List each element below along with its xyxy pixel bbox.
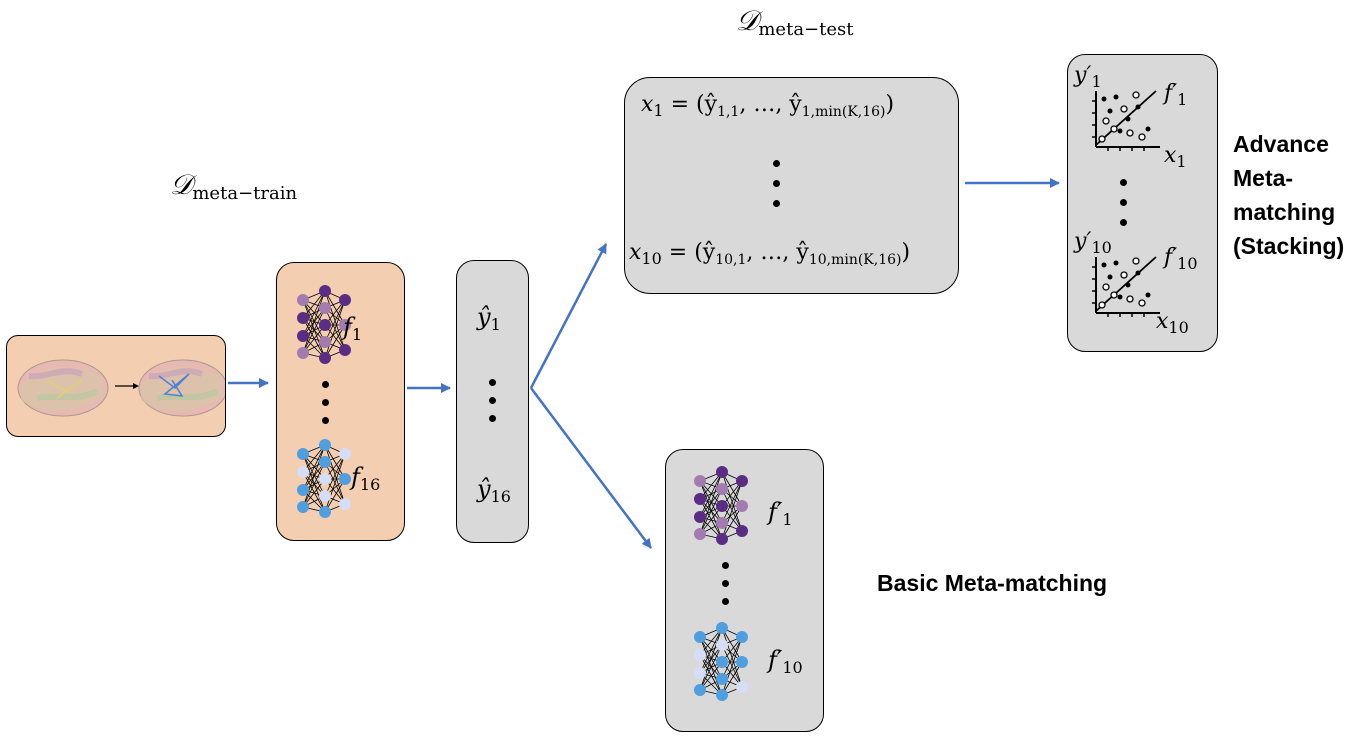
basic-f1-subscript: 1 [782,510,793,529]
ellipsis-dot [722,562,729,569]
brain-image [17,359,228,417]
stacking-y10-subscript: 10 [1091,238,1112,257]
ellipsis-dot [773,200,780,207]
stacking-x1-label: x1 [1164,143,1187,171]
ellipsis-dot [773,180,780,187]
meta-train-label: 𝒟meta−train [170,168,297,204]
brain-left-illustration [17,359,109,417]
feature-x10-rhs-subscript-first: 10,1 [715,252,747,268]
basic-meta-matching-box: f′1 f′10 [665,449,824,732]
basic-meta-matching-title: Basic Meta-matching [877,570,1108,596]
ellipsis-dot [722,580,729,587]
ellipsis-dot [1120,199,1127,206]
ellipsis-dot [489,379,496,386]
prediction-y1-base: ŷ [477,303,491,331]
prediction-y16-subscript: 16 [490,487,511,506]
network-icon-f1-prime [694,466,748,545]
meta-test-subscript: meta−test [758,19,854,40]
feature-x10-rhs-open: = (ŷ [668,240,716,265]
feature-x1-lhs: x [641,92,654,117]
meta-train-subscript: meta−train [192,183,298,204]
ellipsis-dot [322,417,329,424]
feature-x10-lhs-subscript: 10 [641,249,662,268]
basic-f10-label: f′10 [768,646,803,677]
ellipsis-dot [489,397,496,404]
feature-x10-rhs-mid: , …, ŷ [746,240,809,265]
stacking-box: y′1 f′1 x1 y′10 f′10 x10 [1067,54,1218,352]
brain-data-box [6,335,228,437]
model-f1-subscript: 1 [351,325,363,344]
ellipsis-dot [722,598,729,605]
advance-title-line: Meta- [1233,165,1294,191]
predictions-box: ŷ1 ŷ16 [456,260,529,543]
ellipsis-dot [1120,179,1127,186]
stacking-y1-base: y′ [1074,63,1092,88]
basic-f1-base: f′ [768,498,783,526]
basic-f10-subscript: 10 [782,658,803,677]
prediction-y16-label: ŷ16 [477,475,511,506]
ellipsis-dot [773,160,780,167]
feature-x1-rhs-close: ) [885,92,895,117]
feature-x10-equation: x10 = (ŷ10,1, …, ŷ10,min(K,16)) [629,240,910,268]
stacking-y10-base: y′ [1074,229,1092,254]
arrow-predictions-to-meta-test [529,243,608,389]
ellipsis-dot [489,415,496,422]
model-f16-label: f16 [351,463,380,494]
advance-title-line: Advance [1233,131,1329,157]
scatter-icon-10 [1092,256,1160,317]
stacking-f1-subscript: 1 [1177,90,1188,109]
feature-x10-rhs-close: ) [901,240,911,265]
stacking-f10-subscript: 10 [1177,254,1198,273]
feature-x1-lhs-subscript: 1 [653,101,664,120]
meta-test-label: 𝒟meta−test [736,4,853,40]
stacking-y1-subscript: 1 [1091,72,1102,91]
model-f1-base: f [343,313,352,341]
basic-f1-label: f′1 [768,498,793,529]
prediction-y1-subscript: 1 [490,315,501,334]
feature-x1-rhs-open: = (ŷ [670,92,718,117]
feature-x1-equation: x1 = (ŷ1,1, …, ŷ1,min(K,16)) [641,92,894,120]
feature-x1-rhs-mid: , …, ŷ [739,92,802,117]
ellipsis-dot [322,381,329,388]
brain-right-illustration [138,359,228,417]
advance-meta-matching-title: Advance Meta- matching (Stacking) [1233,127,1344,263]
network-icon-f10-prime [694,622,748,701]
stacking-y10-label: y′10 [1074,229,1112,257]
feature-x1-rhs-subscript-first: 1,1 [717,104,740,120]
ellipsis-dot [322,399,329,406]
stacking-f10-base: f′ [1164,245,1178,270]
model-f16-subscript: 16 [359,475,381,494]
network-icon-f1 [297,285,351,364]
stacking-x1-base: x [1164,143,1177,168]
advance-title-line: (Stacking) [1233,233,1345,259]
meta-test-box: x1 = (ŷ1,1, …, ŷ1,min(K,16)) x10 = (ŷ10,… [624,77,959,294]
ellipsis-dot [1120,219,1127,226]
stacking-f10-label: f′10 [1164,245,1198,273]
basic-f10-base: f′ [768,646,783,674]
feature-x1-rhs-subscript-last: 1,min(K,16) [801,104,886,120]
model-f16-base: f [351,463,360,491]
models-box: f1 f16 [276,262,405,541]
prediction-y1-label: ŷ1 [477,303,501,334]
stacking-x10-label: x10 [1156,309,1189,337]
meta-test-symbol: 𝒟 [736,4,759,37]
feature-x10-lhs: x [629,240,642,265]
advance-title-line: matching [1233,199,1336,225]
network-icon-f16 [297,439,351,518]
stacking-x10-subscript: 10 [1168,318,1189,337]
stacking-x1-subscript: 1 [1176,152,1187,171]
stacking-f1-label: f′1 [1164,81,1187,109]
stacking-f1-base: f′ [1164,81,1178,106]
prediction-y16-base: ŷ [477,475,491,503]
meta-train-symbol: 𝒟 [170,168,193,201]
feature-x10-rhs-subscript-last: 10,min(K,16) [808,252,902,268]
stacking-y1-label: y′1 [1074,63,1102,91]
scatter-icon-1 [1092,90,1160,151]
stacking-x10-base: x [1156,309,1169,334]
arrow-predictions-to-basic [530,387,652,549]
model-f1-label: f1 [343,313,362,344]
